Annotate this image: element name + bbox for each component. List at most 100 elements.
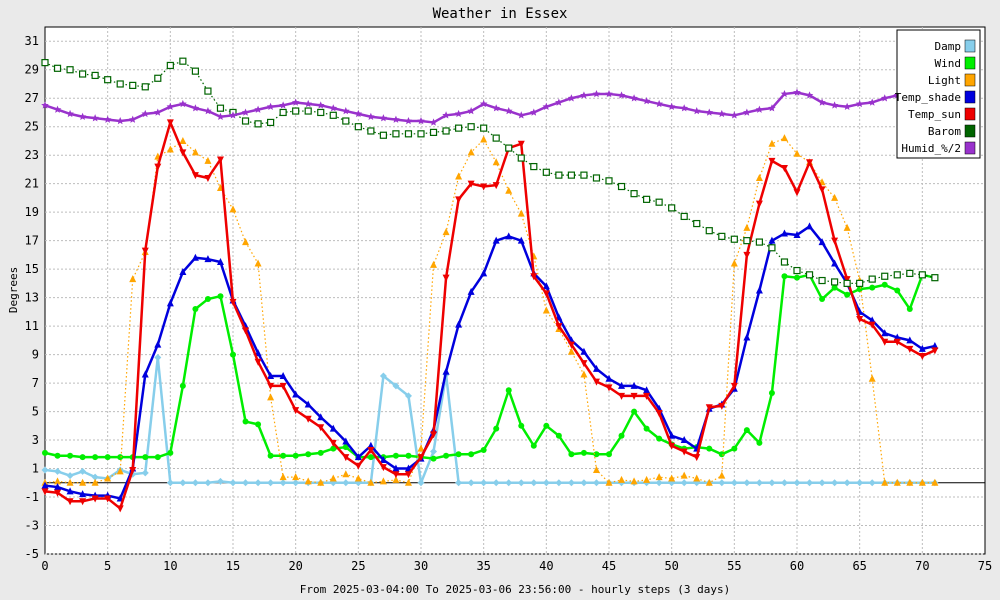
data-point [166,299,174,307]
series-line [44,137,935,484]
data-point [342,470,350,478]
data-point [806,222,814,230]
data-point [467,107,475,115]
data-point [718,109,726,118]
series-damp [41,353,939,487]
data-point [192,306,199,313]
data-point [818,479,826,487]
data-point [793,149,801,157]
data-point [605,478,613,486]
data-point [191,148,199,156]
data-point [668,442,676,450]
y-tick-label: 11 [25,319,39,333]
data-point [680,479,688,487]
data-point [918,478,926,486]
data-point [404,471,412,479]
data-point [655,198,663,206]
data-point [66,66,74,74]
data-point [204,156,212,164]
data-point [141,247,149,255]
data-point [354,109,363,118]
data-point [392,464,400,472]
data-point [605,177,613,185]
data-point [655,473,663,481]
data-point [768,236,776,244]
data-point [505,479,513,487]
data-point [743,427,750,434]
plot-area [44,26,986,555]
data-point [66,478,74,486]
data-point [442,127,450,135]
data-point [843,102,851,110]
data-point [518,422,525,429]
data-point [54,467,62,475]
data-point [580,479,588,487]
data-point [730,111,739,119]
data-point [367,447,375,455]
data-point [768,479,776,487]
data-point [66,498,74,506]
data-point [868,479,876,487]
data-point [794,274,800,281]
data-point [241,117,250,125]
data-point [292,479,300,487]
data-point [705,478,713,486]
series-temp-sun [41,119,939,513]
data-point [593,451,600,458]
data-point [455,196,463,204]
data-point [230,351,236,358]
y-tick-label: -5 [25,547,39,561]
data-point [154,163,162,171]
data-point [805,91,814,99]
data-point [254,105,262,113]
data-point [931,342,939,350]
data-point [630,392,638,400]
data-point [592,174,601,182]
data-point [354,123,362,131]
data-point [54,477,62,485]
data-point [241,108,250,116]
data-point [656,435,663,442]
data-point [755,200,763,208]
data-point [379,455,387,463]
data-point [242,418,249,425]
data-point [279,371,287,379]
data-point [831,237,839,245]
data-point [292,390,300,398]
y-axis-label: Degrees [7,267,20,313]
y-tick-label: 7 [32,376,39,390]
data-point [680,104,688,112]
data-point [266,102,275,110]
legend-label: Wind [935,57,962,70]
x-tick-label: 65 [852,559,866,573]
data-point [843,276,851,284]
data-point [179,479,187,487]
x-tick-label: 10 [163,559,177,573]
data-point [291,98,300,106]
data-point [141,469,149,477]
data-point [617,182,626,191]
data-point [103,115,112,123]
data-point [893,333,901,341]
data-point [568,451,575,458]
data-point [304,400,312,408]
data-point [417,117,425,125]
data-point [429,118,438,126]
data-point [54,452,61,459]
data-point [417,479,425,487]
data-point [392,452,399,459]
data-point [768,390,775,397]
legend-label: Light [928,74,961,87]
data-point [555,98,563,106]
x-tick-label: 50 [664,559,678,573]
data-point [191,479,199,487]
data-point [542,168,550,176]
data-point [793,266,801,275]
data-point [142,454,149,461]
data-point [718,232,726,240]
data-point [869,284,876,291]
data-point [618,432,625,439]
data-point [618,475,626,483]
legend: Damp Wind Light Temp_shade Temp_sun Barom Humi… [895,29,981,159]
data-point [430,431,438,439]
